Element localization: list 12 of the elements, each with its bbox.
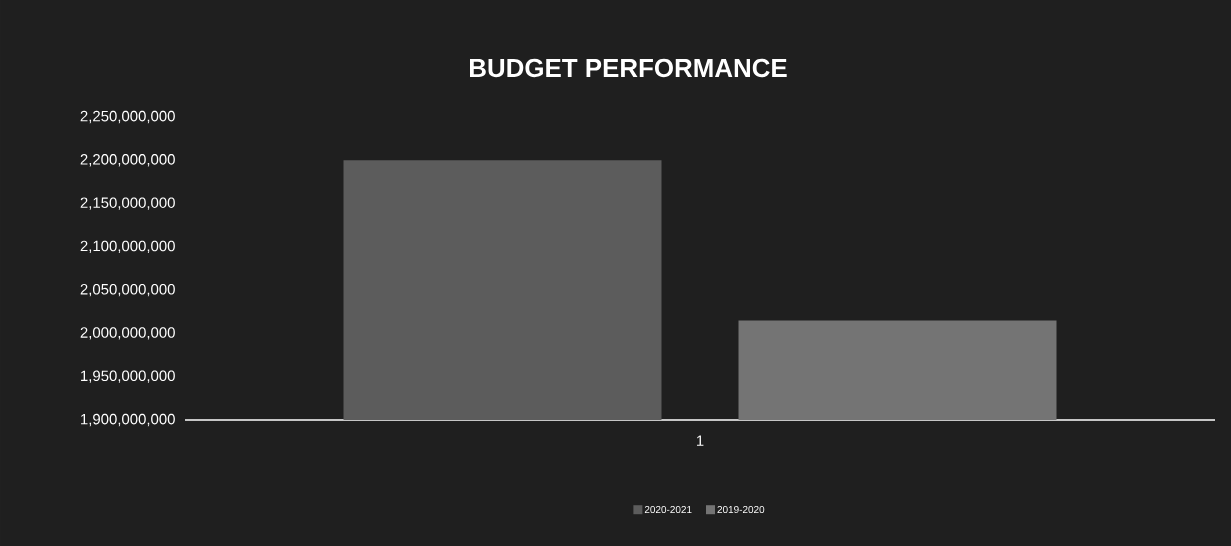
legend-label: 2019-2020 [717,505,765,514]
chart-title: BUDGET PERFORMANCE [470,58,787,78]
y-tick-label: 2,100,000,000 [80,240,175,254]
y-tick-label: 1,950,000,000 [81,370,175,383]
y-tick-label: 2,150,000,000 [80,197,175,210]
x-tick-label: 1 [696,435,704,446]
y-tick-label: 1,900,000,000 [81,413,175,427]
y-tick-label: 2,250,000,000 [80,110,175,124]
y-tick-label: 2,050,000,000 [80,283,175,297]
legend-label: 2020-2021 [644,505,692,514]
y-tick-label: 2,000,000,000 [80,327,175,340]
y-tick-label: 2,200,000,000 [80,154,175,167]
